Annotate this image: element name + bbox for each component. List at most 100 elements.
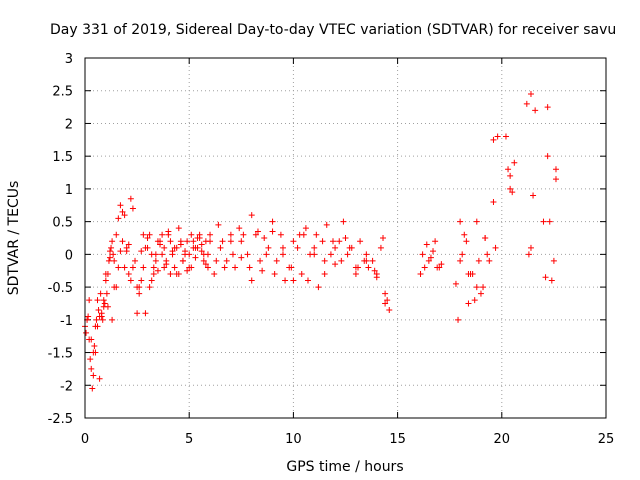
data-point — [154, 267, 161, 274]
data-point — [142, 310, 149, 317]
data-point — [465, 271, 472, 277]
data-point — [492, 244, 499, 251]
data-point — [377, 244, 384, 251]
data-point — [167, 271, 174, 277]
data-point — [475, 257, 482, 264]
data-point — [321, 257, 328, 264]
data-point — [188, 231, 195, 238]
data-point — [273, 257, 280, 264]
data-point — [98, 313, 105, 320]
data-point — [271, 271, 278, 277]
data-point — [83, 329, 90, 336]
data-point — [113, 231, 120, 238]
data-point — [148, 277, 155, 284]
data-point — [229, 251, 236, 258]
data-point — [373, 274, 380, 281]
y-tick-label: 1 — [65, 183, 73, 198]
data-point — [486, 257, 493, 264]
x-tick-label: 15 — [389, 432, 406, 447]
data-point — [227, 231, 234, 238]
data-point — [100, 297, 107, 304]
data-point — [329, 238, 336, 245]
data-point — [202, 261, 209, 268]
data-point — [182, 251, 189, 258]
data-point — [355, 264, 362, 271]
data-point — [263, 251, 270, 258]
data-point — [138, 248, 145, 255]
data-point — [434, 264, 441, 271]
data-point — [134, 310, 141, 317]
data-point — [338, 257, 345, 264]
data-point — [173, 271, 180, 277]
data-point — [88, 365, 95, 372]
x-tick-label: 10 — [285, 432, 302, 447]
data-point — [290, 238, 297, 245]
data-point — [319, 238, 326, 245]
data-point — [192, 254, 199, 261]
x-tick-labels: 0 5 10 15 20 25 — [81, 432, 614, 447]
data-point — [207, 238, 214, 245]
data-point — [125, 241, 132, 248]
data-point — [111, 284, 118, 291]
y-tick-label: -2.5 — [48, 412, 73, 427]
data-point — [87, 356, 94, 363]
data-point — [144, 244, 151, 251]
data-point — [340, 218, 347, 225]
data-point — [119, 238, 126, 245]
data-point — [94, 297, 101, 304]
data-point — [482, 235, 489, 241]
data-point — [236, 225, 243, 232]
data-point — [240, 231, 247, 238]
data-point — [321, 271, 328, 277]
data-point — [109, 316, 116, 323]
data-point — [294, 244, 301, 251]
data-point — [282, 277, 289, 284]
data-point — [200, 251, 207, 258]
data-point — [190, 244, 197, 251]
data-point — [532, 107, 539, 114]
data-point — [121, 212, 128, 219]
data-point — [127, 277, 134, 284]
data-point — [103, 290, 110, 297]
x-axis-label: GPS time / hours — [286, 459, 403, 475]
y-tick-label: -0.5 — [48, 281, 73, 296]
data-point — [138, 277, 145, 284]
data-point — [352, 271, 359, 277]
data-point — [248, 277, 255, 284]
data-point — [217, 244, 224, 251]
data-point — [342, 235, 349, 241]
data-point — [117, 202, 124, 209]
data-point — [111, 257, 118, 264]
data-point — [171, 264, 178, 271]
data-point — [132, 257, 139, 264]
data-point — [369, 257, 376, 264]
data-point — [105, 257, 112, 264]
data-point — [211, 271, 218, 277]
data-point — [144, 235, 151, 241]
data-point — [277, 231, 284, 238]
data-point — [136, 284, 143, 291]
data-point — [215, 221, 222, 228]
data-point — [248, 212, 255, 219]
data-point — [221, 264, 228, 271]
data-point — [540, 218, 547, 225]
data-point — [311, 251, 318, 258]
data-point — [417, 271, 424, 277]
data-point — [227, 238, 234, 245]
data-point — [490, 136, 497, 143]
data-point — [89, 385, 96, 392]
data-point — [152, 251, 159, 258]
data-point — [232, 264, 239, 271]
data-point — [198, 241, 205, 248]
x-tick-label: 0 — [81, 432, 89, 447]
data-point — [104, 303, 111, 310]
data-point — [109, 238, 116, 245]
data-point — [186, 264, 193, 271]
data-point — [129, 264, 136, 271]
data-point — [102, 271, 109, 277]
data-point — [332, 261, 339, 268]
data-point — [463, 238, 470, 245]
data-point — [238, 254, 245, 261]
data-point — [384, 297, 391, 304]
data-point — [204, 264, 211, 271]
